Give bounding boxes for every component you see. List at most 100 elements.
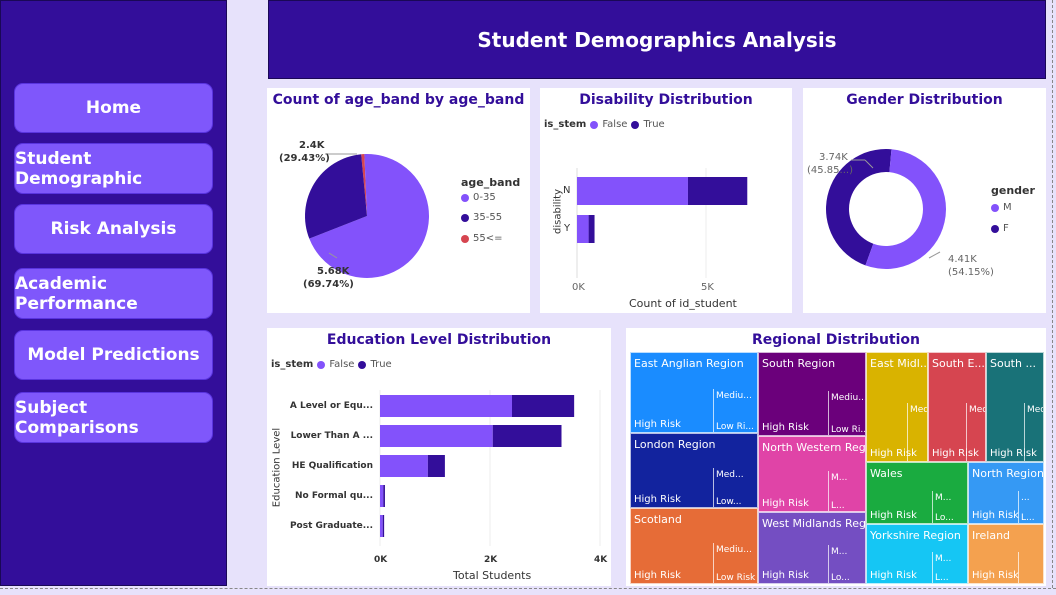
legend-dot-icon (991, 203, 999, 212)
treemap-subcell[interactable]: Mediu... (907, 403, 927, 461)
treemap-region-name: North Region (972, 467, 1044, 480)
gender-m-pct-label: (54.15%) (948, 267, 994, 278)
treemap-cell-1[interactable]: London Region High Risk Med... Low... (630, 433, 758, 508)
disability-cat-y: Y (564, 223, 571, 234)
age-legend-title: age_band (461, 176, 521, 189)
treemap-subcell[interactable]: M... L... (932, 552, 967, 583)
treemap-risk-label: High Risk (972, 510, 1019, 521)
education-bar-4-False[interactable] (380, 515, 383, 537)
treemap-cell-3[interactable]: South Region High Risk Mediu... Low Ri... (758, 352, 866, 436)
treemap-subcell[interactable]: Medi... (966, 403, 985, 461)
gender-legend-label: F (1003, 223, 1009, 234)
treemap-subcell[interactable]: Mediu... Low Risk (713, 543, 757, 583)
treemap-region-name: North Western Reg... (762, 441, 866, 454)
legend-dot-icon (461, 193, 469, 202)
disability-legend-true[interactable]: True (643, 119, 665, 130)
treemap-subcell[interactable]: Mediu... Low Ri... (828, 391, 866, 435)
disability-tick-0: 0K (572, 282, 585, 293)
age-legend-item-55[interactable]: 55<= (461, 233, 502, 244)
education-cat-4: Post Graduate... (289, 521, 373, 531)
treemap-region-name: South ... (990, 357, 1036, 370)
education-bar-1-False[interactable] (380, 425, 493, 447)
treemap-cell-8[interactable]: South ... High Risk Medi... (986, 352, 1044, 462)
disability-legend-false[interactable]: False (602, 119, 628, 130)
nav-risk-analysis-button[interactable]: Risk Analysis (14, 204, 213, 254)
age-band-chart-card[interactable]: Count of age_band by age_band 2.4K (29.4… (267, 88, 530, 313)
nav-model-predictions-button[interactable]: Model Predictions (14, 330, 213, 380)
education-tick-4k: 4K (594, 555, 608, 565)
treemap-cell-0[interactable]: East Anglian Region High Risk Mediu... Low … (630, 352, 758, 433)
treemap-cell-2[interactable]: Scotland High Risk Mediu... Low Risk (630, 508, 758, 584)
education-bar-2-True[interactable] (427, 455, 445, 477)
nav-home-button[interactable]: Home (14, 83, 213, 133)
education-bar-3-False[interactable] (380, 485, 384, 507)
nav-student-demographic-button[interactable]: Student Demographic (14, 143, 213, 194)
disability-bar-Y-False[interactable] (577, 215, 589, 243)
treemap-cell-12[interactable]: Ireland High Risk (968, 524, 1044, 584)
education-bar-3-True[interactable] (383, 485, 385, 507)
treemap-region-name: Yorkshire Region (870, 529, 961, 542)
treemap-subcell[interactable]: Mediu... Low Ri... (713, 389, 757, 432)
treemap-region-name: London Region (634, 438, 716, 451)
treemap-subcell[interactable]: M... Lo... (932, 491, 967, 523)
education-bars-svg (379, 390, 601, 546)
treemap-region-name: East Anglian Region (634, 357, 744, 370)
treemap-medium-label: Mediu... (716, 545, 752, 555)
disability-cat-n: N (563, 185, 571, 196)
disability-chart-title: Disability Distribution (579, 92, 753, 108)
legend-dot-icon (358, 360, 367, 369)
education-bar-0-False[interactable] (380, 395, 512, 417)
treemap-cell-6[interactable]: East Midl... High Risk Mediu... (866, 352, 928, 462)
treemap-subcell[interactable]: M... L... (828, 471, 865, 511)
education-legend-true[interactable]: True (370, 359, 392, 370)
gender-donut-slice-m[interactable] (865, 149, 946, 269)
treemap-cell-10[interactable]: North Region High Risk... L... (968, 462, 1044, 524)
gender-chart-card[interactable]: Gender Distribution 3.74K (45.85...) 4.4… (803, 88, 1046, 313)
treemap-low-label: Low Ri... (716, 422, 754, 432)
treemap-subcell[interactable]: Med... Low... (713, 468, 757, 507)
treemap-region-name: East Midl... (870, 357, 928, 370)
age-large-pct-label: (69.74%) (303, 279, 354, 290)
legend-dot-icon (461, 213, 469, 222)
disability-bars-svg (576, 168, 748, 278)
gender-legend-item-m[interactable]: M (991, 202, 1012, 213)
treemap-region-name: Wales (870, 467, 903, 480)
education-bar-1-True[interactable] (492, 425, 562, 447)
treemap-region-name: South Region (762, 357, 836, 370)
age-legend-item-35-55[interactable]: 35-55 (461, 212, 502, 223)
nav-subject-comparisons-button[interactable]: Subject Comparisons (14, 392, 213, 443)
regional-chart-card[interactable]: Regional Distribution East Anglian Regio… (626, 328, 1046, 586)
treemap-cell-5[interactable]: West Midlands Reg... High Risk M... Lo... (758, 512, 866, 584)
treemap-medium-label: M... (831, 547, 848, 557)
age-pie-slice-2[interactable] (361, 154, 367, 216)
age-legend-item-0-35[interactable]: 0-35 (461, 192, 496, 203)
treemap-cell-4[interactable]: North Western Reg... High Risk M... L... (758, 436, 866, 512)
education-legend-title: is_stem (271, 359, 314, 370)
treemap-cell-11[interactable]: Yorkshire Region High Risk M... L... (866, 524, 968, 584)
education-legend-false[interactable]: False (329, 359, 355, 370)
treemap-medium-label: Mediu... (831, 393, 866, 403)
treemap-cell-9[interactable]: Wales High Risk M... Lo... (866, 462, 968, 524)
education-chart-title: Education Level Distribution (326, 332, 552, 348)
disability-chart-card[interactable]: Disability Distribution is_stem False Tr… (540, 88, 792, 313)
treemap-subcell[interactable]: ... L... (1018, 491, 1043, 523)
treemap-subcell[interactable] (1018, 552, 1043, 583)
treemap-low-label: L... (935, 573, 949, 583)
treemap-low-label: Low Ri... (831, 425, 866, 435)
education-bar-2-False[interactable] (380, 455, 428, 477)
treemap-cell-7[interactable]: South E... High Risk Medi... (928, 352, 986, 462)
age-pie-slice-1[interactable] (305, 154, 367, 239)
age-pie-slice-0[interactable] (309, 154, 429, 278)
disability-bar-N-False[interactable] (577, 177, 688, 205)
treemap-subcell[interactable]: Medi... (1024, 403, 1043, 461)
treemap-subcell[interactable]: M... Lo... (828, 545, 865, 583)
gender-legend-item-f[interactable]: F (991, 223, 1009, 234)
education-bar-0-True[interactable] (512, 395, 575, 417)
nav-academic-performance-button[interactable]: Academic Performance (14, 268, 213, 319)
education-chart-card[interactable]: Education Level Distribution is_stem Fal… (267, 328, 611, 586)
disability-bar-Y-True[interactable] (588, 215, 595, 243)
education-bar-4-True[interactable] (382, 515, 385, 537)
disability-bar-N-True[interactable] (687, 177, 748, 205)
treemap-risk-label: High Risk (762, 422, 809, 433)
gender-donut-slice-f[interactable] (826, 149, 892, 266)
